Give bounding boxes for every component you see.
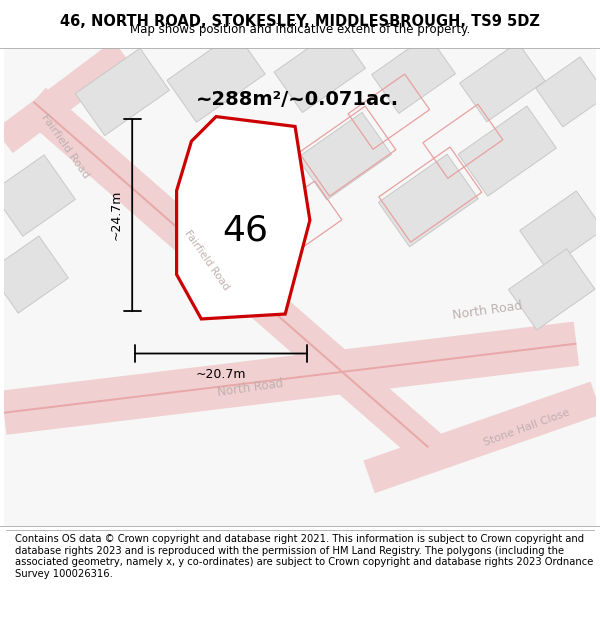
Polygon shape [0, 41, 131, 153]
Polygon shape [508, 249, 595, 330]
Text: 46, NORTH ROAD, STOKESLEY, MIDDLESBROUGH, TS9 5DZ: 46, NORTH ROAD, STOKESLEY, MIDDLESBROUGH… [60, 14, 540, 29]
Text: North Road: North Road [217, 377, 284, 399]
Polygon shape [298, 112, 391, 200]
Text: ~288m²/~0.071ac.: ~288m²/~0.071ac. [196, 91, 400, 109]
Polygon shape [371, 35, 455, 113]
Polygon shape [536, 57, 600, 127]
Polygon shape [0, 236, 68, 313]
Polygon shape [274, 28, 365, 112]
Polygon shape [520, 191, 600, 269]
Polygon shape [364, 382, 600, 493]
Text: ~20.7m: ~20.7m [196, 368, 246, 381]
Polygon shape [460, 42, 545, 122]
Text: 46: 46 [223, 213, 269, 247]
Text: ~24.7m: ~24.7m [109, 190, 122, 241]
Text: Map shows position and indicative extent of the property.: Map shows position and indicative extent… [130, 22, 470, 36]
Polygon shape [0, 155, 76, 236]
Text: Stone Hall Close: Stone Hall Close [482, 408, 572, 447]
Polygon shape [75, 48, 169, 136]
Polygon shape [1, 322, 579, 435]
Polygon shape [176, 117, 310, 319]
Text: Fairfield Road: Fairfield Road [182, 228, 230, 291]
Text: North Road: North Road [452, 300, 523, 322]
Polygon shape [458, 106, 556, 196]
Text: Fairfield Road: Fairfield Road [39, 112, 91, 180]
Polygon shape [4, 342, 577, 414]
Polygon shape [33, 101, 429, 448]
Text: Contains OS data © Crown copyright and database right 2021. This information is : Contains OS data © Crown copyright and d… [15, 534, 593, 579]
Polygon shape [379, 154, 478, 247]
Polygon shape [167, 32, 265, 123]
Polygon shape [21, 88, 440, 461]
